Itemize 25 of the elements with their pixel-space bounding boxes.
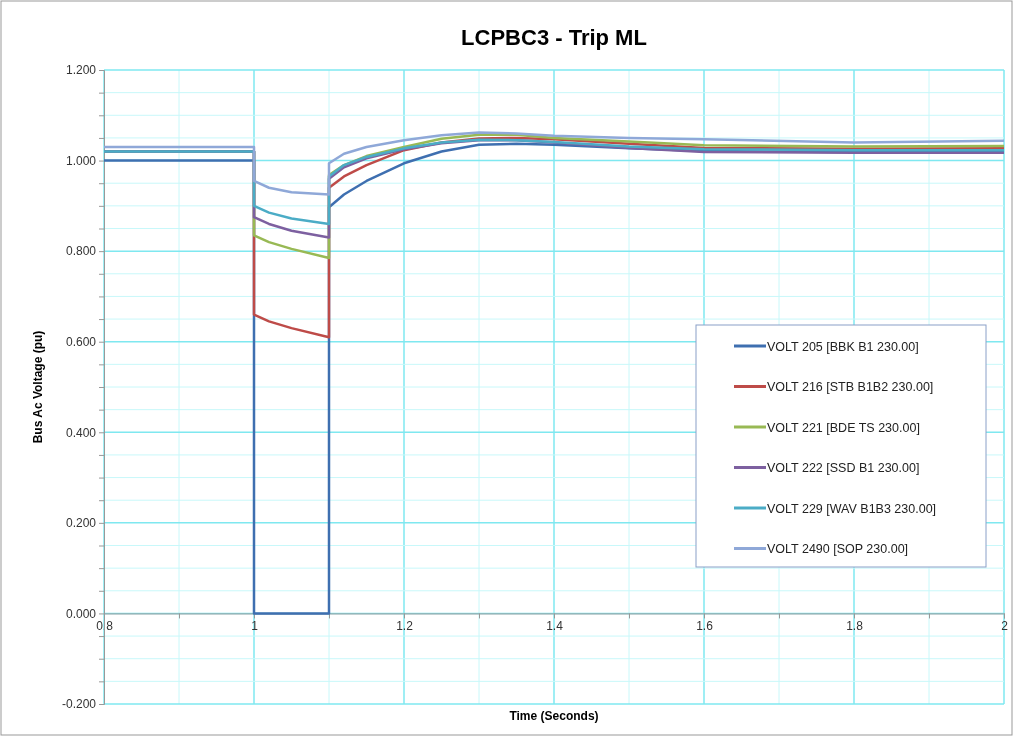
y-tick-label: 1.000 bbox=[65, 153, 97, 168]
legend-label: VOLT 221 [BDE TS 230.00] bbox=[767, 420, 920, 435]
x-tick-label: 0.8 bbox=[96, 618, 114, 633]
x-tick-label: 1.4 bbox=[546, 618, 564, 633]
y-tick-label: 0.800 bbox=[65, 244, 97, 259]
y-axis-title: Bus Ac Voltage (pu) bbox=[31, 330, 45, 444]
y-tick-label: 0.600 bbox=[65, 335, 97, 350]
chart-title: LCPBC3 - Trip ML bbox=[461, 25, 647, 50]
y-tick-label: -0.200 bbox=[61, 697, 97, 712]
y-tick-label: 1.200 bbox=[65, 63, 97, 78]
x-tick-label: 2 bbox=[1001, 618, 1009, 633]
legend-label: VOLT 222 [SSD B1 230.00] bbox=[767, 461, 920, 475]
x-axis-title: Time (Seconds) bbox=[509, 709, 599, 723]
line-series bbox=[102, 131, 1006, 196]
x-tick-label: 1 bbox=[251, 618, 259, 633]
y-tick-label: 0.000 bbox=[65, 606, 97, 621]
x-tick-label: 1.8 bbox=[846, 618, 864, 633]
legend-label: VOLT 229 [WAV B1B3 230.00] bbox=[767, 501, 937, 516]
y-tick-label: 0.400 bbox=[65, 425, 97, 440]
legend-label: VOLT 216 [STB B1B2 230.00] bbox=[767, 380, 934, 394]
x-tick-label: 1.6 bbox=[696, 618, 714, 633]
x-tick-label: 1.2 bbox=[396, 618, 414, 633]
y-tick-label: 0.200 bbox=[65, 516, 97, 531]
legend-label: VOLT 2490 [SOP 230.00] bbox=[767, 542, 909, 556]
legend-label: VOLT 205 [BBK B1 230.00] bbox=[767, 339, 919, 354]
